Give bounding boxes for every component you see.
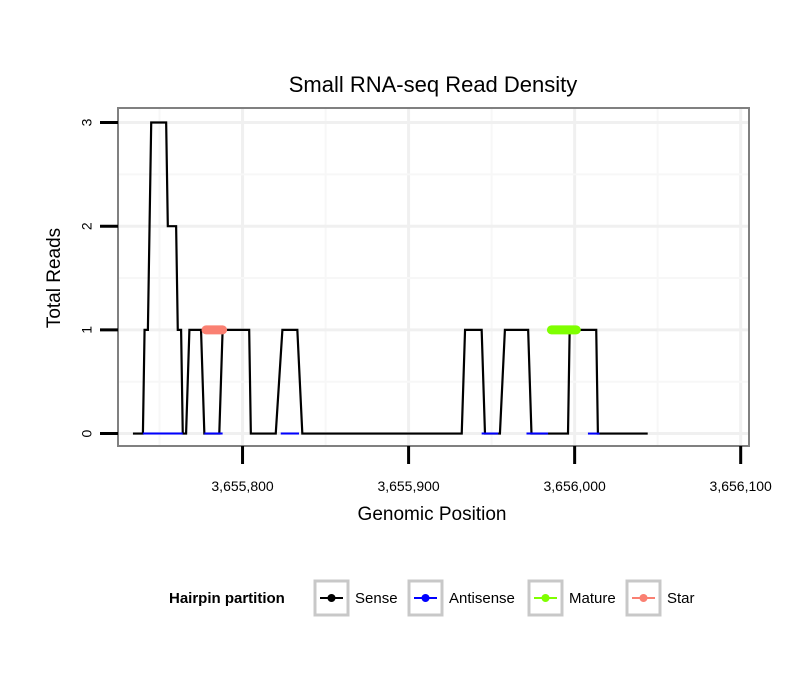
y-tick-label: 2 [79, 222, 95, 230]
x-tick-label: 3,655,900 [377, 478, 439, 494]
y-axis-title: Total Reads [44, 228, 65, 328]
legend-label-antisense: Antisense [449, 590, 515, 607]
legend-key-point-sense [327, 594, 336, 602]
x-tick-label: 3,656,100 [710, 478, 772, 494]
legend-label-sense: Sense [355, 590, 398, 607]
x-tick-label: 3,655,800 [211, 478, 273, 494]
legend-key-point-mature [541, 594, 550, 602]
grid [118, 108, 749, 446]
legend-key-point-star [639, 594, 648, 602]
series-group [132, 121, 648, 435]
legend-title: Hairpin partition [169, 590, 285, 607]
x-axis-title: Genomic Position [358, 504, 507, 525]
plot-panel-border [117, 107, 750, 447]
y-tick-label: 1 [79, 326, 95, 334]
y-tick-label: 0 [79, 429, 95, 437]
x-tick-label: 3,656,000 [543, 478, 605, 494]
axes: 3,655,800 3,655,900 3,656,000 3,656,100 0 1 2 3 [79, 118, 772, 494]
legend-label-star: Star [667, 590, 695, 607]
legend: Hairpin partition Sense Antisense Mature St… [169, 579, 695, 617]
chart-title: Small RNA-seq Read Density [289, 72, 578, 97]
legend-key-point-antisense [421, 594, 430, 602]
sense-series-line [132, 121, 648, 435]
legend-label-mature: Mature [569, 590, 616, 607]
legend-key-sense [313, 579, 350, 617]
y-tick-label: 3 [79, 118, 95, 126]
